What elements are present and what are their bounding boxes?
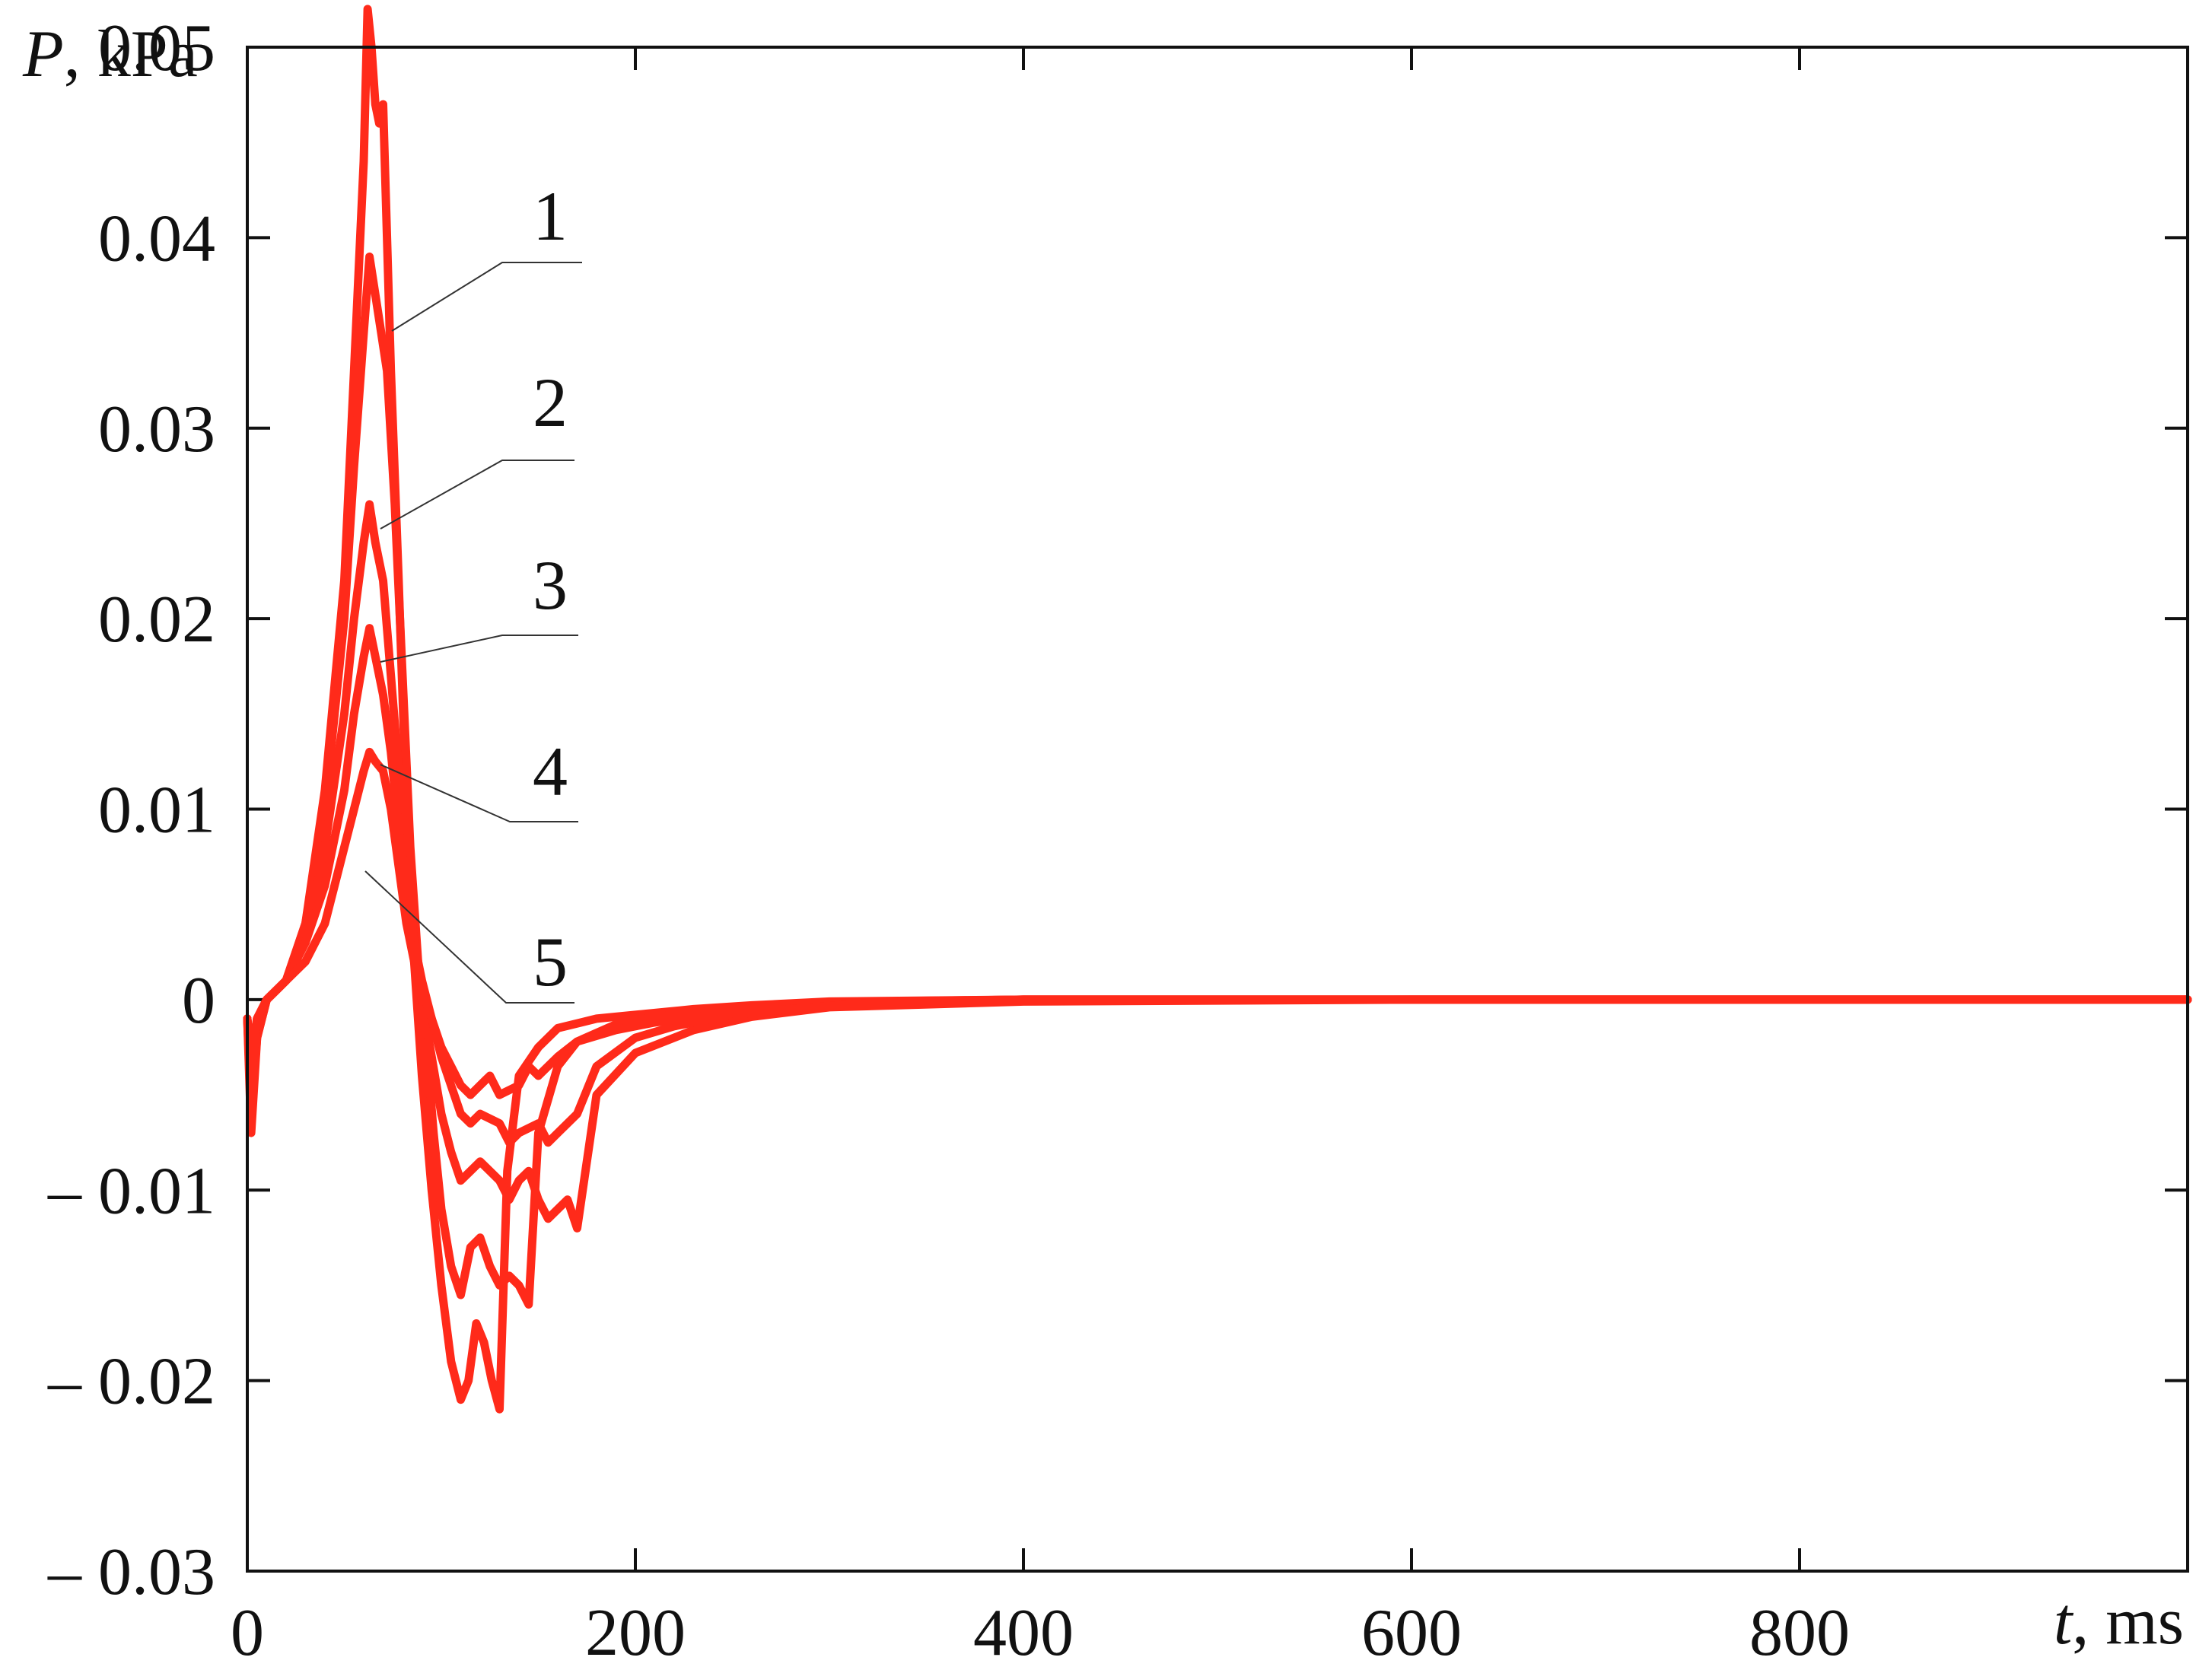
x-tick-label: 400 xyxy=(973,1596,1074,1670)
curve-label-4: 4 xyxy=(533,733,568,810)
y-axis-title: P, kPa xyxy=(22,17,198,91)
x-axis-unit: , ms xyxy=(2072,1585,2184,1659)
curve-label-3: 3 xyxy=(533,546,568,624)
x-tick-label: 0 xyxy=(231,1596,264,1670)
y-tick-label: – 0.03 xyxy=(47,1535,215,1609)
plot-frame xyxy=(246,46,2189,1573)
x-axis-symbol: t xyxy=(2054,1585,2074,1659)
tick-labels: 0 200 400 600 800 – 0.03 – 0.02 – 0.01 0 0.01 0.02… xyxy=(47,11,1850,1670)
y-axis-unit: , kPa xyxy=(64,17,198,91)
series-line-2 xyxy=(243,252,2192,1309)
y-tick-label: – 0.01 xyxy=(47,1154,215,1228)
y-tick-label: 0.04 xyxy=(98,202,215,275)
series-line-4 xyxy=(243,624,2192,1147)
curve-label-2: 2 xyxy=(533,364,568,441)
curve-labels: 1 2 3 4 5 xyxy=(364,177,582,1004)
leader-line-3 xyxy=(380,635,578,663)
leader-line-1 xyxy=(391,262,582,332)
y-tick-label: – 0.02 xyxy=(47,1345,215,1419)
curve-label-5: 5 xyxy=(533,923,568,1000)
x-axis-title: t, ms xyxy=(2054,1585,2184,1659)
y-tick-label: 0 xyxy=(182,964,215,1038)
series-line-3 xyxy=(243,500,2192,1233)
leader-line-4 xyxy=(380,764,578,822)
curve-label-1: 1 xyxy=(533,177,568,255)
y-tick-label: 0.03 xyxy=(98,393,215,466)
y-tick-label: 0.02 xyxy=(98,583,215,657)
y-axis-symbol: P xyxy=(22,17,64,91)
y-tick-label: 0.05 xyxy=(98,11,215,85)
x-tick-label: 200 xyxy=(585,1596,686,1670)
x-tick-label: 600 xyxy=(1361,1596,1462,1670)
series-layer xyxy=(243,5,2192,1414)
y-tick-label: 0.01 xyxy=(98,774,215,848)
x-tick-label: 800 xyxy=(1749,1596,1850,1670)
leader-line-5 xyxy=(364,870,574,1004)
leader-line-2 xyxy=(380,460,574,530)
series-line-5 xyxy=(243,747,2192,1099)
